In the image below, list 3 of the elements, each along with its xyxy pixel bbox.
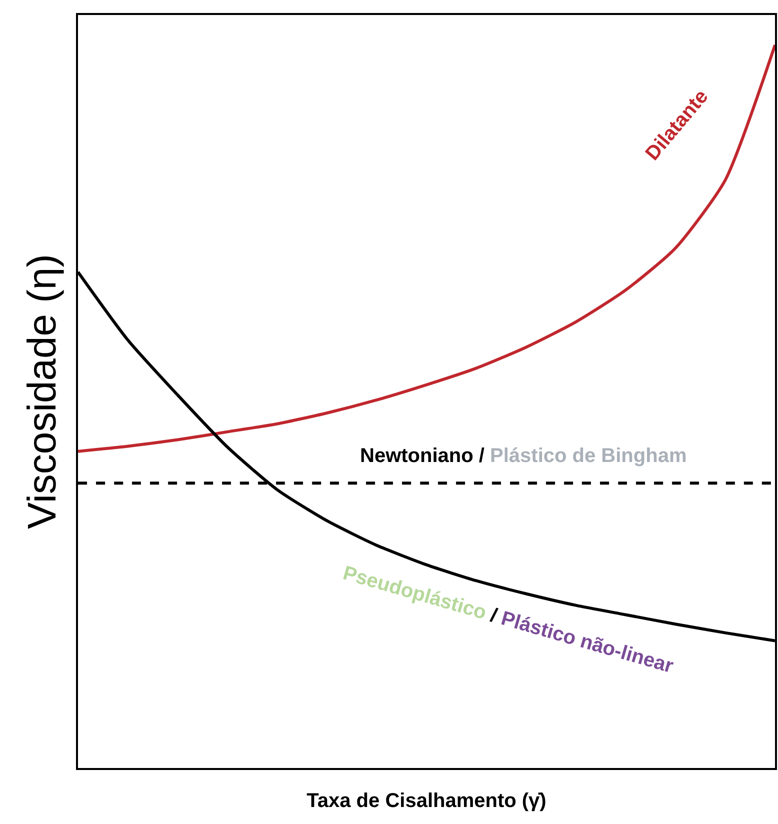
y-axis-title: Viscosidade (η) [20,254,64,529]
x-axis-title: Taxa de Cisalhamento (γ̇) [306,790,546,812]
series-label: Newtoniano / Plástico de Bingham [360,445,687,467]
